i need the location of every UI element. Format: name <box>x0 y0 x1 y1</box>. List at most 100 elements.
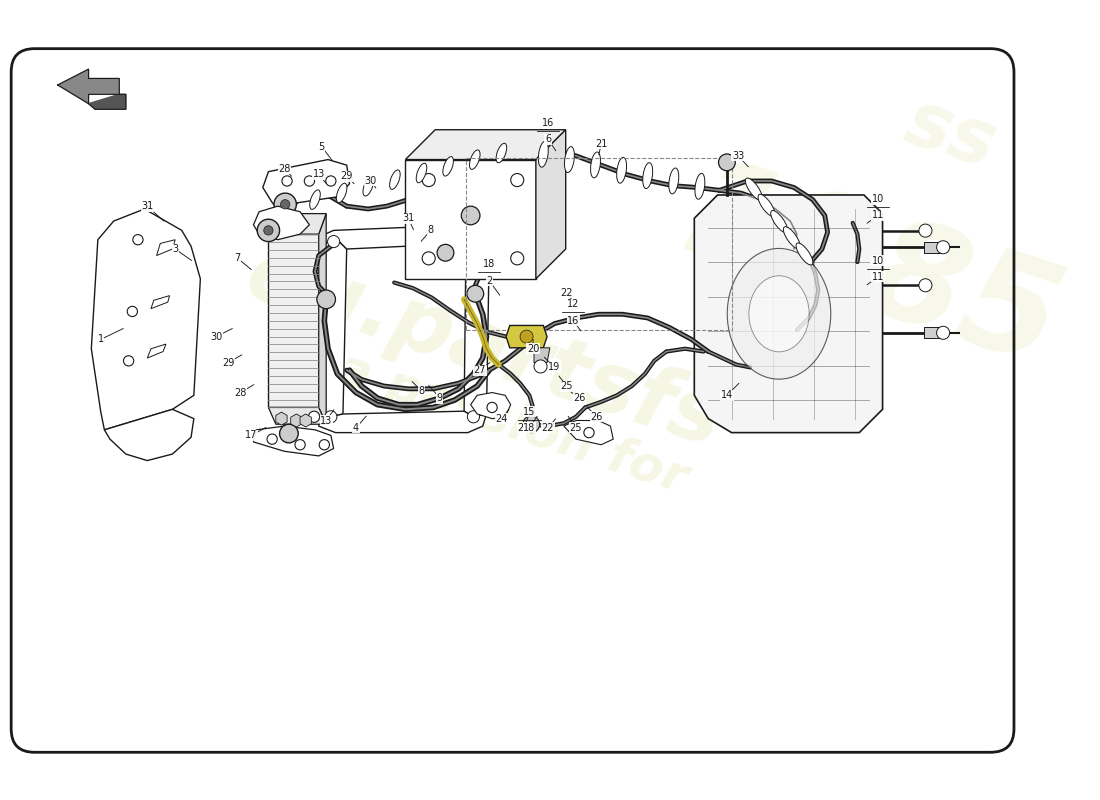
Polygon shape <box>91 209 200 430</box>
Text: 6: 6 <box>544 134 551 144</box>
Text: 26: 26 <box>573 393 586 403</box>
Text: 2: 2 <box>486 276 493 286</box>
Circle shape <box>461 206 480 225</box>
Bar <box>466 158 732 330</box>
Text: 17: 17 <box>245 430 257 441</box>
Circle shape <box>305 176 315 186</box>
Ellipse shape <box>796 243 813 265</box>
Text: 30: 30 <box>365 176 377 186</box>
Text: 8: 8 <box>428 226 433 235</box>
Polygon shape <box>924 242 940 253</box>
Circle shape <box>936 326 949 339</box>
Circle shape <box>584 427 594 438</box>
Text: 13: 13 <box>312 170 324 179</box>
Text: 15: 15 <box>524 406 536 417</box>
Text: 21: 21 <box>595 138 607 149</box>
Polygon shape <box>290 414 303 427</box>
Text: 7: 7 <box>234 254 241 263</box>
Circle shape <box>279 424 298 443</box>
Polygon shape <box>268 407 327 424</box>
Circle shape <box>308 411 320 422</box>
Circle shape <box>274 193 296 215</box>
Ellipse shape <box>591 152 601 178</box>
Text: 9: 9 <box>437 393 443 403</box>
Polygon shape <box>406 159 536 279</box>
Ellipse shape <box>749 276 810 352</box>
Polygon shape <box>464 240 490 417</box>
Ellipse shape <box>310 190 320 210</box>
Ellipse shape <box>496 143 507 162</box>
Circle shape <box>422 174 436 186</box>
Circle shape <box>918 278 932 292</box>
Text: 31: 31 <box>403 214 415 223</box>
Polygon shape <box>253 206 309 240</box>
Ellipse shape <box>337 183 346 202</box>
Ellipse shape <box>669 168 679 194</box>
Text: 10: 10 <box>872 194 884 204</box>
Text: 16: 16 <box>542 118 554 128</box>
Ellipse shape <box>443 157 453 176</box>
Circle shape <box>324 410 337 423</box>
Ellipse shape <box>758 194 774 216</box>
Text: 28: 28 <box>278 164 290 174</box>
Circle shape <box>128 306 138 317</box>
Text: 33: 33 <box>732 151 745 161</box>
Polygon shape <box>276 412 287 425</box>
Ellipse shape <box>470 150 480 170</box>
Polygon shape <box>564 421 613 445</box>
Polygon shape <box>319 214 327 424</box>
Polygon shape <box>253 426 333 456</box>
Polygon shape <box>406 130 565 159</box>
Polygon shape <box>536 130 565 279</box>
Circle shape <box>280 200 289 209</box>
Text: 18: 18 <box>483 259 495 270</box>
Circle shape <box>487 402 497 413</box>
Circle shape <box>326 176 336 186</box>
Polygon shape <box>471 393 510 418</box>
Polygon shape <box>534 348 550 362</box>
Text: 10: 10 <box>872 256 884 266</box>
Circle shape <box>264 226 273 235</box>
Polygon shape <box>147 344 166 358</box>
Text: 22: 22 <box>560 288 573 298</box>
Polygon shape <box>319 225 490 249</box>
Ellipse shape <box>416 163 427 182</box>
Polygon shape <box>58 69 119 104</box>
Polygon shape <box>268 234 319 407</box>
Polygon shape <box>151 296 169 309</box>
Text: 30: 30 <box>210 332 222 342</box>
Circle shape <box>295 440 305 450</box>
Circle shape <box>123 356 134 366</box>
Text: 31: 31 <box>141 201 153 211</box>
Text: 4: 4 <box>353 423 359 433</box>
Polygon shape <box>104 410 194 461</box>
Circle shape <box>437 244 454 261</box>
Text: 25: 25 <box>560 381 573 391</box>
Circle shape <box>466 286 484 302</box>
Circle shape <box>470 235 482 248</box>
Ellipse shape <box>617 158 627 183</box>
Text: 19: 19 <box>549 362 561 372</box>
Circle shape <box>267 434 277 444</box>
Ellipse shape <box>363 177 374 196</box>
Ellipse shape <box>389 170 400 190</box>
Ellipse shape <box>746 178 762 200</box>
Ellipse shape <box>564 146 574 173</box>
Ellipse shape <box>783 226 800 249</box>
Ellipse shape <box>695 174 705 199</box>
Circle shape <box>328 235 340 248</box>
Text: 16: 16 <box>566 316 580 326</box>
Polygon shape <box>924 327 940 338</box>
Text: 29: 29 <box>341 171 353 182</box>
Text: 14: 14 <box>720 390 733 400</box>
Circle shape <box>534 360 547 373</box>
Text: a passion for: a passion for <box>331 344 694 502</box>
Ellipse shape <box>538 142 548 167</box>
Text: 3: 3 <box>172 244 178 254</box>
Circle shape <box>718 154 735 170</box>
Circle shape <box>257 219 279 242</box>
Circle shape <box>510 252 524 265</box>
Text: 28: 28 <box>234 387 246 398</box>
Text: 1985: 1985 <box>667 147 1076 395</box>
Polygon shape <box>506 326 547 348</box>
